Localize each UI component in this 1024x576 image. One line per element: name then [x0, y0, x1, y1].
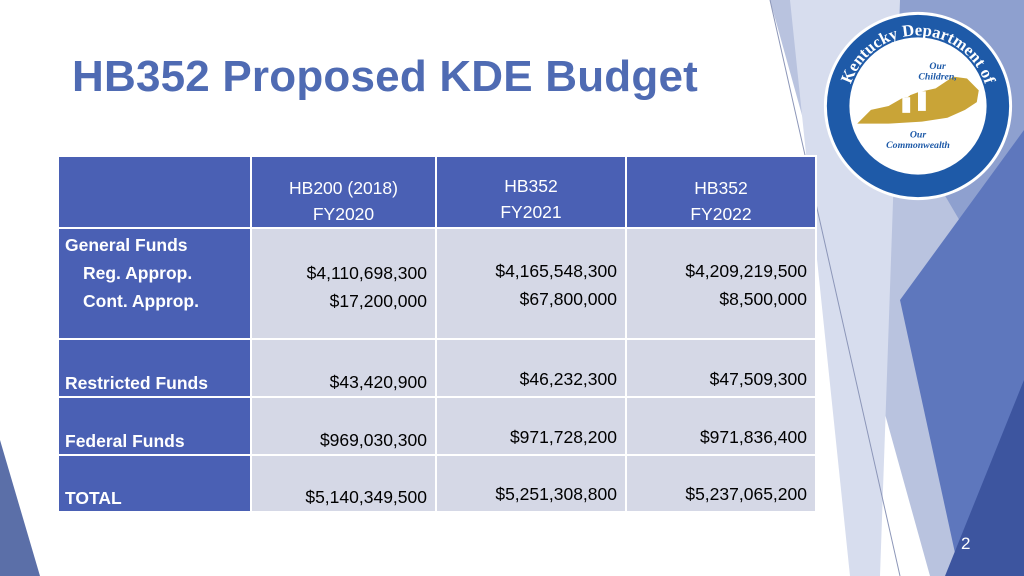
slide-title: HB352 Proposed KDE Budget [72, 52, 698, 101]
kde-seal-logo: Kentucky Department of Education Our Chi… [823, 11, 1013, 201]
reg-approp-fy2021: $4,165,548,300 [495, 261, 617, 281]
header-empty-cell [57, 155, 252, 229]
header-fy2022-line2: FY2022 [690, 204, 752, 224]
federal-funds-fy2020: $969,030,300 [250, 396, 437, 456]
seal-text-commonwealth: Commonwealth [886, 140, 950, 151]
table-row-general-funds: General Funds Reg. Approp. Cont. Approp.… [57, 227, 817, 340]
cont-approp-fy2020: $17,200,000 [329, 291, 427, 311]
cont-approp-label: Cont. Approp. [83, 291, 199, 311]
general-funds-label: General Funds [65, 235, 188, 255]
seal-text-our: Our [929, 61, 946, 72]
table-row-federal-funds: Federal Funds $969,030,300 $971,728,200 … [57, 396, 817, 456]
total-fy2022: $5,237,065,200 [625, 454, 817, 513]
header-fy2020-line2: FY2020 [312, 204, 375, 224]
federal-funds-fy2022: $971,836,400 [625, 396, 817, 456]
general-funds-fy2021: $4,165,548,300 $67,800,000 [435, 227, 627, 340]
general-funds-fy2022: $4,209,219,500 $8,500,000 [625, 227, 817, 340]
table-header-row: HB200 (2018) FY2020 HB352 FY2021 HB352 F… [57, 155, 817, 229]
left-corner-triangle [0, 440, 40, 576]
general-funds-fy2020: $4,110,698,300 $17,200,000 [250, 227, 437, 340]
federal-funds-fy2021: $971,728,200 [435, 396, 627, 456]
restricted-funds-label: Restricted Funds [57, 338, 252, 398]
reg-approp-fy2020: $4,110,698,300 [306, 263, 427, 283]
seal-text-our-2: Our [910, 129, 927, 140]
cont-approp-fy2022: $8,500,000 [719, 289, 807, 309]
table-row-restricted-funds: Restricted Funds $43,420,900 $46,232,300… [57, 338, 817, 398]
header-fy2021-line2: FY2021 [500, 202, 562, 222]
table-row-total: TOTAL $5,140,349,500 $5,251,308,800 $5,2… [57, 454, 817, 513]
page-number: 2 [961, 534, 971, 553]
total-fy2021: $5,251,308,800 [435, 454, 627, 513]
seal-text-children: Children, [918, 72, 956, 83]
header-fy2020-line1: HB200 (2018) [289, 178, 398, 198]
restricted-funds-fy2021: $46,232,300 [435, 338, 627, 398]
cont-approp-fy2021: $67,800,000 [519, 289, 617, 309]
header-fy2022: HB352 FY2022 [625, 155, 817, 229]
header-fy2021: HB352 FY2021 [435, 155, 627, 229]
general-funds-label-cell: General Funds Reg. Approp. Cont. Approp. [57, 227, 252, 340]
header-fy2021-line1: HB352 [504, 176, 558, 196]
total-fy2020: $5,140,349,500 [250, 454, 437, 513]
header-fy2020: HB200 (2018) FY2020 [250, 155, 437, 229]
header-fy2022-line1: HB352 [694, 178, 748, 198]
reg-approp-fy2022: $4,209,219,500 [685, 261, 807, 281]
reg-approp-label: Reg. Approp. [83, 263, 193, 283]
restricted-funds-fy2020: $43,420,900 [250, 338, 437, 398]
budget-table: HB200 (2018) FY2020 HB352 FY2021 HB352 F… [57, 155, 817, 513]
federal-funds-label: Federal Funds [57, 396, 252, 456]
restricted-funds-fy2022: $47,509,300 [625, 338, 817, 398]
right-facet-line [769, 0, 901, 576]
right-facet-4 [945, 380, 1024, 576]
total-label: TOTAL [57, 454, 252, 513]
